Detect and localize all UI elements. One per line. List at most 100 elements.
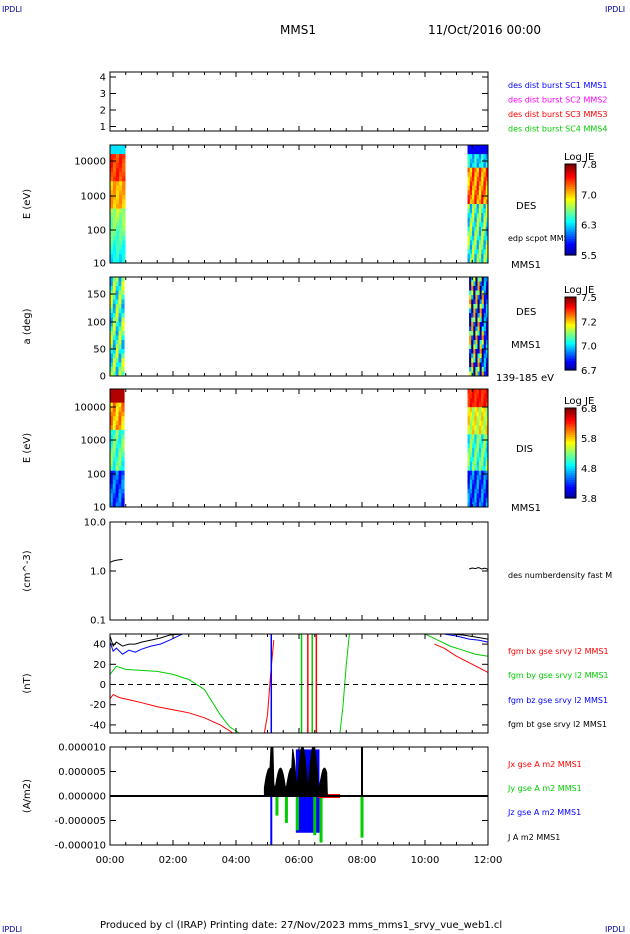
heatmap-cell — [118, 371, 122, 377]
colorbar-cell — [565, 298, 576, 302]
heatmap-cell — [112, 353, 117, 359]
heatmap-cell — [471, 358, 474, 363]
colorbar-cell — [565, 414, 576, 418]
heatmap-cell — [481, 358, 485, 363]
heatmap-cell — [469, 145, 473, 150]
heatmap-cell — [467, 434, 471, 440]
heatmap-cell — [119, 213, 123, 219]
y-tick-label: 1000 — [81, 192, 106, 203]
heatmap-cell — [469, 488, 473, 494]
colorbar-cell — [565, 239, 576, 242]
heatmap-cell — [115, 420, 119, 426]
colorbar-cell — [565, 248, 576, 252]
heatmap-cell — [478, 172, 482, 178]
colorbar-tick-label: 6.7 — [581, 366, 597, 377]
heatmap-cell — [476, 411, 480, 417]
heatmap-cell — [469, 308, 472, 314]
colorbar-cell — [565, 300, 576, 304]
heatmap-cell — [110, 286, 114, 291]
heatmap-cell — [472, 222, 475, 228]
colorbar-cell — [565, 346, 576, 349]
b-by-line — [424, 633, 489, 657]
heatmap-cell — [118, 331, 122, 336]
b-bz-line — [109, 633, 183, 655]
heatmap-cell — [469, 249, 473, 255]
heatmap-cell — [118, 398, 122, 404]
heatmap-cell — [112, 326, 117, 332]
heatmap-cell — [122, 172, 126, 178]
heatmap-cell — [467, 226, 471, 232]
heatmap-cell — [113, 185, 117, 191]
heatmap-cell — [481, 402, 484, 408]
heatmap-cell — [110, 304, 114, 309]
heatmap-cell — [483, 353, 487, 359]
heatmap-cell — [472, 416, 475, 422]
colorbar-cell — [565, 220, 576, 224]
heatmap-cell — [467, 438, 471, 444]
heatmap-cell — [113, 226, 117, 232]
colorbar-cell — [565, 455, 576, 459]
heatmap-cell — [121, 371, 125, 377]
heatmap-cell — [485, 253, 489, 259]
heatmap-cell — [115, 434, 119, 440]
heatmap-cell — [481, 235, 484, 241]
heatmap-cell — [485, 340, 489, 345]
heatmap-cell — [121, 429, 125, 435]
y-axis-label: (nT) — [22, 673, 33, 693]
heatmap-cell — [472, 181, 475, 187]
heatmap-cell — [121, 326, 125, 332]
heatmap-cell — [472, 154, 475, 160]
heatmap-cell — [481, 344, 485, 350]
heatmap-cell — [112, 479, 117, 485]
heatmap-cell — [113, 176, 117, 182]
heatmap-cell — [479, 362, 483, 368]
heatmap-cell — [477, 313, 480, 318]
heatmap-cell — [115, 452, 119, 458]
y-tick-label: 10.0 — [84, 518, 106, 529]
heatmap-cell — [485, 208, 489, 214]
heatmap-cell — [121, 286, 125, 291]
heatmap-cell — [483, 226, 487, 232]
heatmap-cell — [481, 208, 484, 214]
heatmap-cell — [469, 222, 473, 228]
heatmap-cell — [475, 313, 478, 318]
legend-entry: fgm bz gse srvy l2 MMS1 — [508, 696, 608, 705]
heatmap-cell — [481, 371, 485, 377]
heatmap-cell — [473, 286, 476, 291]
heatmap-cell — [481, 286, 485, 291]
heatmap-cell — [121, 358, 125, 363]
heatmap-cell — [472, 484, 475, 490]
heatmap-cell — [118, 362, 122, 368]
heatmap-cell — [469, 335, 472, 341]
heatmap-cell — [472, 208, 475, 214]
heatmap-cell — [118, 438, 122, 444]
heatmap-cell — [110, 299, 114, 305]
heatmap-cell — [118, 304, 122, 309]
heatmap-cell — [467, 420, 471, 426]
heatmap-cell — [121, 322, 125, 327]
heatmap-cell — [476, 402, 480, 408]
heatmap-cell — [467, 479, 471, 485]
heatmap-cell — [485, 493, 489, 499]
heatmap-cell — [467, 240, 471, 246]
legend-entry: des dist burst SC3 MMS3 — [508, 110, 607, 119]
heatmap-cell — [474, 448, 478, 453]
heatmap-cell — [483, 235, 487, 241]
heatmap-cell — [485, 457, 489, 463]
heatmap-cell — [483, 389, 487, 394]
heatmap-cell — [483, 402, 487, 408]
heatmap-cell — [483, 448, 487, 453]
heatmap-cell — [479, 290, 483, 296]
heatmap-cell — [471, 331, 474, 336]
heatmap-cell — [478, 438, 482, 444]
heatmap-cell — [476, 199, 480, 205]
heatmap-cell — [110, 199, 114, 205]
heatmap-cell — [110, 208, 114, 214]
heatmap-cell — [119, 235, 123, 241]
heatmap-cell — [481, 149, 484, 155]
heatmap-cell — [118, 461, 122, 467]
colorbar-cell — [565, 344, 576, 347]
heatmap-cell — [115, 497, 119, 503]
heatmap-cell — [121, 488, 125, 494]
heatmap-cell — [110, 353, 114, 359]
